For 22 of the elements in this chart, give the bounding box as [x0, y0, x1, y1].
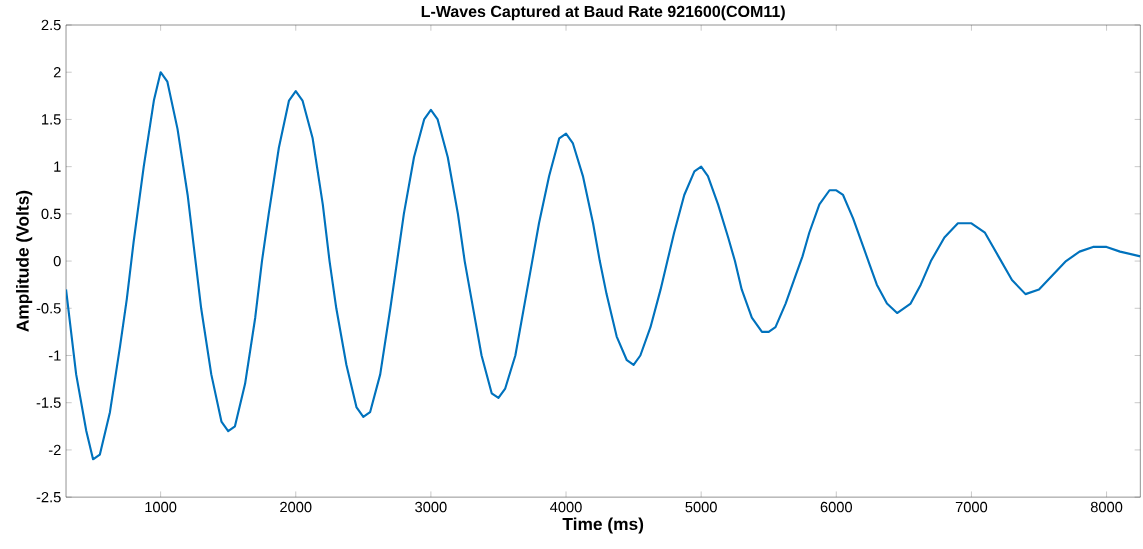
x-tick-label: 1000: [145, 501, 177, 513]
x-tick-label: 7000: [955, 501, 988, 513]
x-axis-title: Time (ms): [562, 517, 644, 534]
x-tick-label: 5000: [685, 501, 717, 513]
y-tick-label: 0.5: [41, 208, 61, 219]
y-tick-label: -2: [48, 444, 61, 455]
y-axis-title: Amplitude (Volts): [16, 190, 33, 332]
x-tick-label: 4000: [550, 501, 582, 513]
y-tick-label: -0.5: [36, 302, 61, 314]
x-tick-label: 3000: [415, 501, 447, 513]
x-tick-label: 8000: [1090, 501, 1123, 513]
y-tick-label: -1: [48, 350, 61, 361]
y-tick-label: -2.5: [36, 491, 61, 503]
y-tick-label: -1.5: [36, 397, 61, 408]
y-tick-label: 1.5: [42, 114, 61, 125]
y-tick-label: 2: [53, 66, 61, 78]
y-tick-label: 1: [54, 161, 61, 172]
y-tick-label: 0: [53, 255, 61, 267]
x-tick-label: 2000: [280, 501, 312, 513]
chart-title: L-Waves Captured at Baud Rate 921600(COM11): [421, 5, 785, 21]
x-tick-label: 6000: [820, 501, 853, 513]
y-tick-label: 2.5: [41, 19, 61, 30]
